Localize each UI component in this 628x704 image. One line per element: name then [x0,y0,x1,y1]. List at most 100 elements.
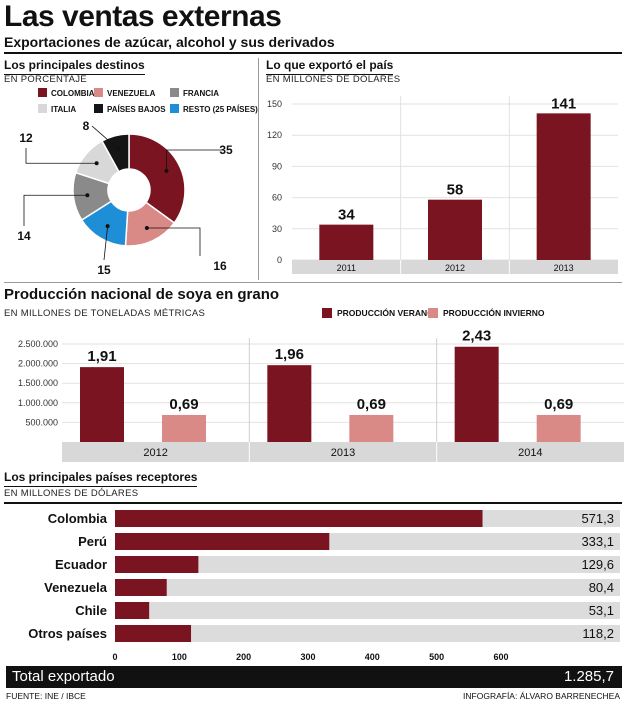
bar-track [115,602,620,619]
callout-dot [164,168,169,173]
x-tick-label: 600 [493,652,508,662]
legend-swatch [94,104,103,113]
bar [115,579,167,596]
y-tick-label: 1.500.000 [18,378,58,388]
bar-value-label: 141 [551,95,576,112]
callout-line [103,226,109,261]
legend-label-invierno: PRODUCCIÓN INVIERNO [443,308,545,318]
callout-line [146,227,201,256]
y-tick-label: 2.500.000 [18,339,58,349]
callout-line [23,194,88,226]
y-tick-label: 30 [272,224,282,234]
pie-data-label: 14 [17,229,31,243]
bar [428,199,482,260]
pie-data-label: 35 [219,143,233,157]
legend-label: ITALIA [51,105,76,114]
x-tick-label: 0 [112,652,117,662]
legend-swatch [170,88,179,97]
bar-value-label: 0,69 [544,396,573,413]
bar-value-label: 80,4 [589,580,614,595]
bar-track [115,556,620,573]
bar [115,625,192,642]
y-tick-label: 2.000.000 [18,359,58,369]
page-subtitle: Exportaciones de azúcar, alcohol y sus d… [4,34,335,50]
bar [115,602,150,619]
legend-swatch [170,104,179,113]
x-tick-label: 2014 [518,447,542,459]
credit-note: INFOGRAFÍA: ÁLVARO BARRENECHEA [463,691,620,701]
callout-line [166,149,222,171]
soya-title: Producción nacional de soya en grano [4,286,280,303]
x-axis-band [292,260,618,274]
bar-track [115,625,620,642]
x-tick-label: 300 [300,652,315,662]
category-label: Perú [78,534,107,549]
bar-value-label: 0,69 [169,396,198,413]
x-tick-label: 100 [172,652,187,662]
pie-data-label: 15 [97,263,111,277]
destinos-subtitle: EN PORCENTAJE [4,74,87,85]
y-tick-label: 1.000.000 [18,398,58,408]
bar [80,367,124,442]
legend-label-verano: PRODUCCIÓN VERANO [337,308,434,318]
y-tick-label: 150 [267,99,282,109]
category-label: Chile [75,603,107,618]
y-tick-label: 90 [272,161,282,171]
pie-data-label: 12 [19,131,33,145]
y-tick-label: 120 [267,130,282,140]
x-tick-label: 400 [365,652,380,662]
x-tick-label: 500 [429,652,444,662]
header-rule [4,52,622,54]
bar-track [115,579,620,596]
category-label: Otros países [28,626,107,641]
exporto-subtitle: EN MILLONES DE DÓLARES [266,74,401,85]
y-tick-label: 500.000 [25,417,58,427]
x-axis-band [62,442,624,462]
total-label: Total exportado [12,668,115,685]
pie-data-label: 16 [213,259,227,273]
bar [319,224,374,260]
bar-value-label: 571,3 [581,511,614,526]
bar-value-label: 333,1 [581,534,614,549]
legend-swatch [38,104,47,113]
page-title: Las ventas externas [4,0,282,33]
legend-label: FRANCIA [183,89,219,98]
x-tick-label: 2012 [445,263,465,273]
bar-value-label: 53,1 [589,603,614,618]
bar-value-label: 129,6 [581,557,614,572]
legend-swatch [94,88,103,97]
pie-slice [128,133,186,224]
callout-line [25,148,97,164]
receptores-rule [4,502,622,504]
receptores-bar-chart: Colombia 571,3 Perú 333,1 Ecuador 129,6 Venezu… [28,510,620,662]
receptores-title: Los principales países receptores [4,470,198,487]
legend-swatch-verano [322,308,332,318]
x-tick-label: 2013 [554,263,574,273]
y-tick-label: 0 [277,255,282,265]
bar [115,556,199,573]
section-rule [4,282,622,283]
section-divider [258,58,259,280]
bar-value-label: 58 [447,182,464,199]
bar [115,533,330,550]
bar [115,510,483,527]
bar [267,365,312,442]
bar [536,113,591,260]
bar-value-label: 2,43 [462,328,491,345]
destinos-title: Los principales destinos [4,58,145,75]
legend-swatch-invierno [428,308,438,318]
exporto-title: Lo que exportó el país [266,58,394,75]
bar [162,414,206,442]
pie-slice [101,133,130,173]
category-label: Colombia [48,511,108,526]
exporto-bar-chart: 0 30 60 90 120 150 34 2011 58 2012 141 2013 [267,95,618,274]
total-bar: Total exportado 1.285,7 [6,666,622,688]
bar [454,346,499,442]
destinos-pie-chart: COLOMBIA VENEZUELA FRANCIA ITALIA PAÍSES BAJ… [17,88,258,277]
pie-data-label: 8 [83,119,90,133]
callout-line [91,125,119,150]
bar [349,414,394,442]
x-tick-label: 2013 [331,447,355,459]
legend-swatch [38,88,47,97]
category-label: Ecuador [55,557,107,572]
